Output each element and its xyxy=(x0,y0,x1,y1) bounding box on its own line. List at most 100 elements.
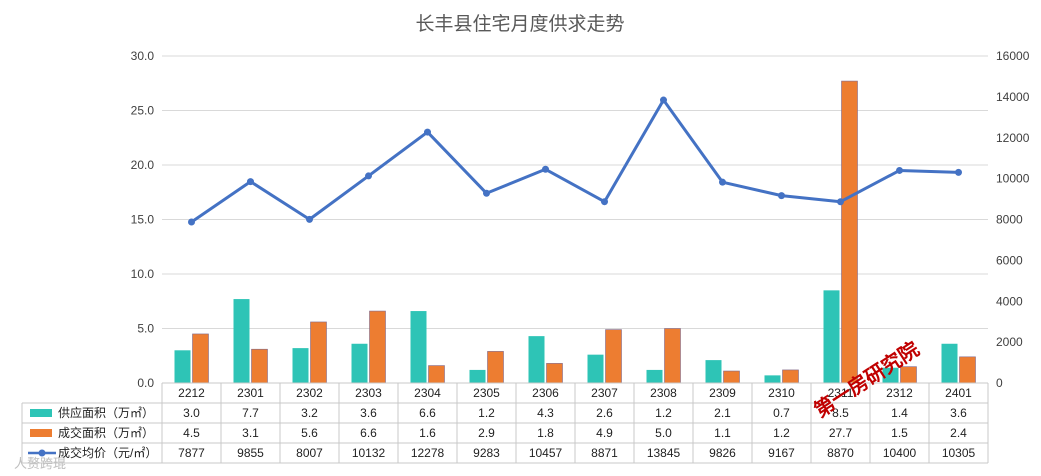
table-cell: 5.6 xyxy=(301,426,318,440)
price-point xyxy=(896,166,903,174)
supply-bar xyxy=(410,311,427,383)
left-tick-label: 15.0 xyxy=(131,213,155,227)
legend-label: 成交均价（元/㎡） xyxy=(58,445,157,460)
watermark-bottom-left: 人赘跨琨 xyxy=(14,456,66,471)
supply-bar xyxy=(587,354,604,383)
table-cell: 7.7 xyxy=(242,406,259,420)
left-tick-label: 5.0 xyxy=(137,322,154,336)
category-label: 2304 xyxy=(414,386,441,400)
supply-bar xyxy=(292,348,309,383)
table-cell: 3.0 xyxy=(183,406,200,420)
table-cell: 6.6 xyxy=(360,426,377,440)
price-point xyxy=(542,165,549,173)
deal-bar xyxy=(841,80,858,384)
table-cell: 1.6 xyxy=(419,426,436,440)
supply-bar xyxy=(823,290,840,383)
left-tick-label: 20.0 xyxy=(131,158,155,172)
legend-bar-key xyxy=(30,409,52,417)
table-cell: 8870 xyxy=(827,446,854,460)
category-label: 2306 xyxy=(532,386,559,400)
category-label: 2301 xyxy=(237,386,264,400)
data-table: 2212 2301 2302 2303 2304 2305 2306 2307 2308 2309… xyxy=(21,382,989,464)
line-series xyxy=(188,96,962,226)
left-tick-label: 0.0 xyxy=(137,376,154,390)
supply-bar xyxy=(705,360,722,383)
category-label: 2310 xyxy=(768,386,795,400)
table-cell: 3.2 xyxy=(301,406,318,420)
price-point xyxy=(365,172,372,180)
chart-title: 长丰县住宅月度供求走势 xyxy=(415,13,624,35)
legend-label: 供应面积（万㎡） xyxy=(58,405,154,420)
deal-bar xyxy=(782,369,799,384)
table-cell: 27.7 xyxy=(829,426,853,440)
table-cell: 4.3 xyxy=(537,406,554,420)
price-point xyxy=(719,178,726,186)
deal-bar xyxy=(664,328,681,384)
supply-bar xyxy=(528,336,545,383)
table-cell: 4.5 xyxy=(183,426,200,440)
deal-bar xyxy=(428,365,445,384)
supply-bar xyxy=(351,343,368,383)
table-cell: 1.4 xyxy=(891,406,908,420)
deal-bar xyxy=(959,356,976,384)
right-tick-label: 0 xyxy=(996,376,1003,390)
supply-bar xyxy=(764,375,781,383)
category-label: 2212 xyxy=(178,386,205,400)
price-point xyxy=(424,128,431,136)
table-cell: 10305 xyxy=(942,446,976,460)
price-point xyxy=(483,189,490,197)
bar-series xyxy=(174,80,976,384)
table-cell: 10132 xyxy=(352,446,386,460)
supply-bar xyxy=(233,299,250,383)
table-cell: 5.0 xyxy=(655,426,672,440)
legend-label: 成交面积（万㎡） xyxy=(58,425,154,440)
deal-bar xyxy=(251,348,268,384)
table-cell: 2.9 xyxy=(478,426,495,440)
table-cell: 2.6 xyxy=(596,406,613,420)
category-label: 2312 xyxy=(886,386,913,400)
table-cell: 9826 xyxy=(709,446,736,460)
table-cell: 3.1 xyxy=(242,426,259,440)
category-label: 2307 xyxy=(591,386,618,400)
table-cell: 1.8 xyxy=(537,426,554,440)
right-tick-label: 16000 xyxy=(996,49,1030,63)
table-cell: 1.1 xyxy=(714,426,731,440)
category-label: 2309 xyxy=(709,386,736,400)
left-tick-label: 25.0 xyxy=(131,104,155,118)
deal-bar xyxy=(546,363,563,384)
category-label: 2305 xyxy=(473,386,500,400)
table-cell: 10400 xyxy=(883,446,917,460)
table-cell: 6.6 xyxy=(419,406,436,420)
legend-point-key xyxy=(38,449,46,457)
deal-bar xyxy=(192,333,209,384)
right-tick-label: 4000 xyxy=(996,294,1023,308)
right-tick-label: 14000 xyxy=(996,90,1030,104)
category-label: 2308 xyxy=(650,386,677,400)
price-point xyxy=(955,168,962,176)
price-point xyxy=(778,192,785,200)
right-tick-label: 12000 xyxy=(996,131,1030,145)
supply-bar xyxy=(646,369,663,383)
deal-bar xyxy=(487,351,504,384)
table-cell: 2.4 xyxy=(950,426,967,440)
table-cell: 9167 xyxy=(768,446,795,460)
deal-bar xyxy=(723,370,740,384)
price-point xyxy=(837,198,844,206)
table-cell: 2.1 xyxy=(714,406,731,420)
right-tick-label: 2000 xyxy=(996,335,1023,349)
table-cell: 3.6 xyxy=(360,406,377,420)
price-point xyxy=(601,198,608,206)
table-cell: 3.6 xyxy=(950,406,967,420)
price-point xyxy=(660,96,667,104)
deal-bar xyxy=(310,321,327,384)
supply-bar xyxy=(882,367,899,383)
right-tick-label: 10000 xyxy=(996,172,1030,186)
table-cell: 8007 xyxy=(296,446,323,460)
legend-bar-key xyxy=(30,429,52,437)
left-tick-label: 10.0 xyxy=(131,267,155,281)
table-cell: 8871 xyxy=(591,446,618,460)
category-label: 2302 xyxy=(296,386,323,400)
deal-bar xyxy=(605,329,622,384)
table-cell: 1.2 xyxy=(655,406,672,420)
